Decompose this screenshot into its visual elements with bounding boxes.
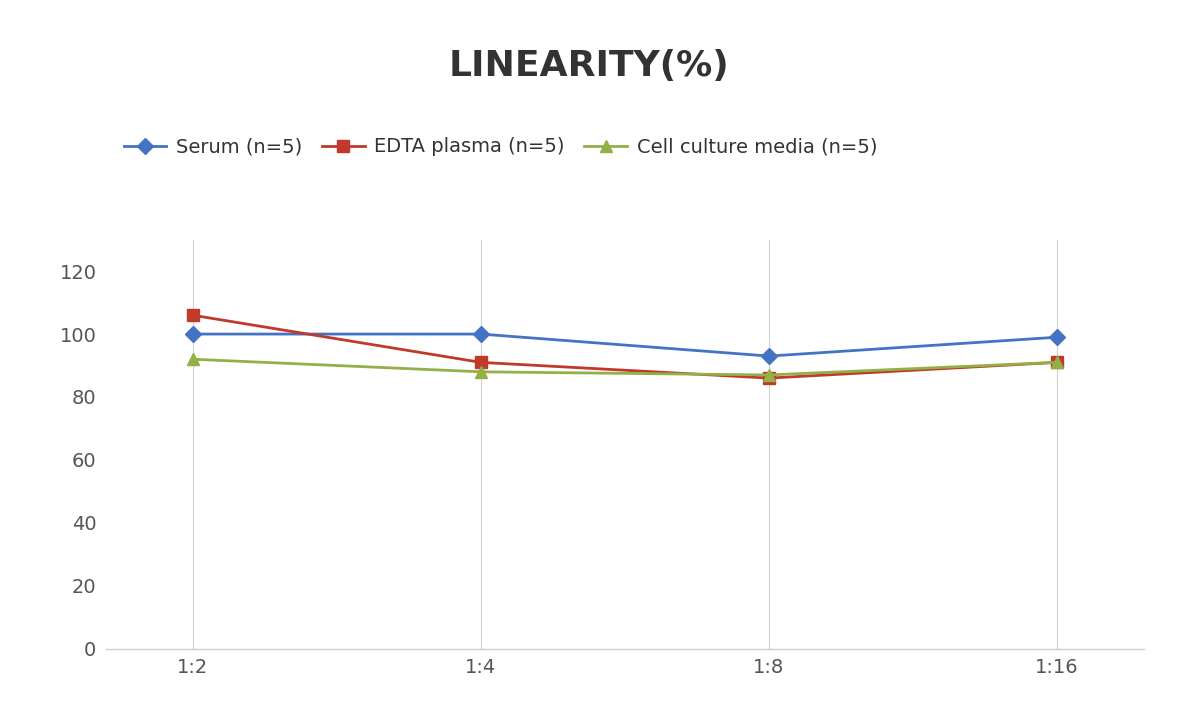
EDTA plasma (n=5) [185, 311, 199, 319]
EDTA plasma (n=5) [762, 374, 776, 382]
Serum (n=5) [762, 352, 776, 360]
Line: Cell culture media (n=5): Cell culture media (n=5) [187, 354, 1062, 381]
Serum (n=5) [474, 330, 488, 338]
Cell culture media (n=5) [474, 367, 488, 376]
Cell culture media (n=5) [185, 355, 199, 364]
Cell culture media (n=5) [762, 371, 776, 379]
Line: Serum (n=5): Serum (n=5) [187, 329, 1062, 362]
EDTA plasma (n=5) [1050, 358, 1065, 367]
Serum (n=5) [1050, 333, 1065, 341]
Cell culture media (n=5) [1050, 358, 1065, 367]
Line: EDTA plasma (n=5): EDTA plasma (n=5) [187, 309, 1062, 384]
Text: LINEARITY(%): LINEARITY(%) [449, 49, 730, 83]
EDTA plasma (n=5) [474, 358, 488, 367]
Legend: Serum (n=5), EDTA plasma (n=5), Cell culture media (n=5): Serum (n=5), EDTA plasma (n=5), Cell cul… [116, 130, 885, 164]
Serum (n=5) [185, 330, 199, 338]
